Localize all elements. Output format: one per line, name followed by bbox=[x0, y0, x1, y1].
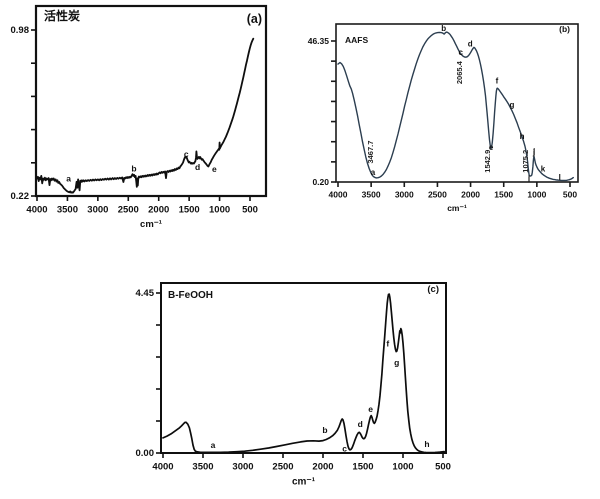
peak-label-b-e: e bbox=[489, 143, 494, 152]
peak-label-b-k: k bbox=[541, 165, 546, 174]
peak-label-b-h: h bbox=[520, 132, 525, 141]
peak-label-b-g: g bbox=[510, 100, 515, 109]
panel-corner-label-b: (b) bbox=[559, 24, 570, 34]
peak-label-a-e: e bbox=[212, 164, 217, 174]
peak-label-b-b: b bbox=[441, 24, 446, 33]
x-tick-label-3500: 3500 bbox=[362, 190, 381, 200]
peak-label-a-b: b bbox=[131, 164, 136, 174]
x-axis-ticks-c: 4000 3500 3000 2500 2000 1500 1000 500 bbox=[152, 453, 451, 473]
peak-label-b-a: a bbox=[371, 168, 376, 177]
peak-label-c-c: c bbox=[342, 443, 347, 453]
plot-border-c bbox=[160, 282, 447, 454]
x-tick-label-2000: 2000 bbox=[312, 462, 333, 473]
panel-b-feooh: 4.45 0.00 4000 3500 3000 2500 2000 1500 1000 500 c… bbox=[120, 268, 490, 496]
x-tick-label-2000: 2000 bbox=[148, 205, 169, 216]
y-axis-max-label-b: 46.35 bbox=[308, 36, 330, 46]
peak-label-c-g: g bbox=[394, 357, 399, 367]
peak-label-b-l: l bbox=[559, 173, 561, 182]
x-tick-label-1500: 1500 bbox=[494, 190, 513, 200]
x-tick-label-3500: 3500 bbox=[57, 205, 78, 216]
x-axis-ticks-b: 4000 3500 3000 2500 2000 1500 1000 500 bbox=[329, 182, 577, 200]
peak-label-c-e: e bbox=[368, 404, 373, 414]
spectrum-chart-c: 4.45 0.00 4000 3500 3000 2500 2000 1500 1000 500 c… bbox=[136, 282, 451, 488]
x-tick-label-500: 500 bbox=[563, 190, 577, 200]
x-tick-label-1000: 1000 bbox=[209, 205, 230, 216]
wavenumber-annotation-3467.7: 3467.7 bbox=[366, 141, 375, 164]
peak-label-c-a: a bbox=[211, 440, 216, 450]
panel-aafs: 46.35 0.20 4000 3500 3000 2500 2000 1500 1000 500… bbox=[300, 0, 600, 228]
plot-border-b bbox=[335, 23, 579, 183]
peak-label-c-d: d bbox=[358, 419, 363, 429]
panel-activated-carbon: 0.98 0.22 4000 3500 3000 2500 2000 1500 1000 500 c… bbox=[0, 0, 300, 240]
y-axis-ticks-a bbox=[31, 29, 36, 197]
x-axis-unit-label-b: cm⁻¹ bbox=[447, 203, 467, 213]
wavenumber-annotation-2065.4: 2065.4 bbox=[455, 60, 464, 84]
y-axis-min-label-b: 0.20 bbox=[312, 177, 329, 187]
x-tick-label-1500: 1500 bbox=[352, 462, 373, 473]
spectrum-chart-a: 0.98 0.22 4000 3500 3000 2500 2000 1500 1000 500 c… bbox=[11, 4, 268, 230]
x-tick-label-3000: 3000 bbox=[232, 462, 253, 473]
peak-label-c-f: f bbox=[386, 338, 389, 348]
x-tick-label-3500: 3500 bbox=[192, 462, 213, 473]
x-axis-ticks-a: 4000 3500 3000 2500 2000 1500 1000 500 bbox=[26, 196, 258, 216]
panel-corner-label-a: (a) bbox=[247, 12, 262, 26]
spectrum-curve-c bbox=[162, 293, 446, 454]
spectrum-curve-b bbox=[337, 31, 574, 182]
peak-labels-c: a b c de fg h bbox=[211, 338, 430, 453]
y-axis-min-label-a: 0.22 bbox=[11, 191, 30, 202]
peak-label-b-f: f bbox=[496, 77, 499, 86]
peak-label-c-b: b bbox=[322, 425, 327, 435]
peak-label-b-d: d bbox=[468, 39, 473, 48]
peak-label-b-j: j bbox=[532, 148, 535, 157]
x-tick-label-1000: 1000 bbox=[527, 190, 546, 200]
x-tick-label-4000: 4000 bbox=[26, 205, 47, 216]
panel-title-a: 活性炭 bbox=[44, 8, 80, 23]
panel-title-c: B-FeOOH bbox=[168, 290, 213, 301]
y-axis-max-label-a: 0.98 bbox=[11, 25, 30, 36]
x-tick-label-1500: 1500 bbox=[179, 205, 200, 216]
x-tick-label-2500: 2500 bbox=[272, 462, 293, 473]
y-axis-ticks-b bbox=[331, 40, 336, 183]
x-tick-label-500: 500 bbox=[242, 205, 258, 216]
x-tick-label-4000: 4000 bbox=[329, 190, 348, 200]
x-tick-label-2500: 2500 bbox=[118, 205, 139, 216]
x-tick-label-500: 500 bbox=[435, 462, 451, 473]
x-axis-unit-label-a: cm⁻¹ bbox=[140, 219, 162, 230]
x-tick-label-3000: 3000 bbox=[395, 190, 414, 200]
peak-label-a-a: a bbox=[66, 174, 71, 184]
peak-label-a-c: c bbox=[184, 149, 189, 159]
x-tick-label-2500: 2500 bbox=[428, 190, 447, 200]
x-axis-unit-label-c: cm⁻¹ bbox=[292, 477, 316, 488]
peak-labels-b: abcdefghijkl bbox=[371, 24, 561, 184]
x-tick-label-2000: 2000 bbox=[461, 190, 480, 200]
peak-label-a-d: d bbox=[195, 162, 200, 172]
spectrum-curve-a bbox=[36, 37, 255, 194]
y-axis-max-label-c: 4.45 bbox=[136, 288, 155, 299]
x-tick-label-1000: 1000 bbox=[392, 462, 413, 473]
wavenumber-annotation-1075.2: 1075.2 bbox=[521, 150, 530, 173]
x-tick-label-3000: 3000 bbox=[87, 205, 108, 216]
x-tick-label-4000: 4000 bbox=[152, 462, 173, 473]
plot-border-a bbox=[34, 4, 268, 198]
panel-corner-label-c: (c) bbox=[427, 284, 439, 295]
wavenumber-annotation-1542.9: 1542.9 bbox=[483, 150, 492, 173]
y-axis-ticks-c bbox=[156, 292, 161, 454]
peak-label-c-h: h bbox=[424, 439, 429, 449]
panel-title-b: AAFS bbox=[345, 35, 368, 45]
peak-labels-a: a b cd e bbox=[66, 149, 217, 183]
y-axis-min-label-c: 0.00 bbox=[136, 448, 155, 459]
peak-label-b-c: c bbox=[459, 48, 464, 57]
